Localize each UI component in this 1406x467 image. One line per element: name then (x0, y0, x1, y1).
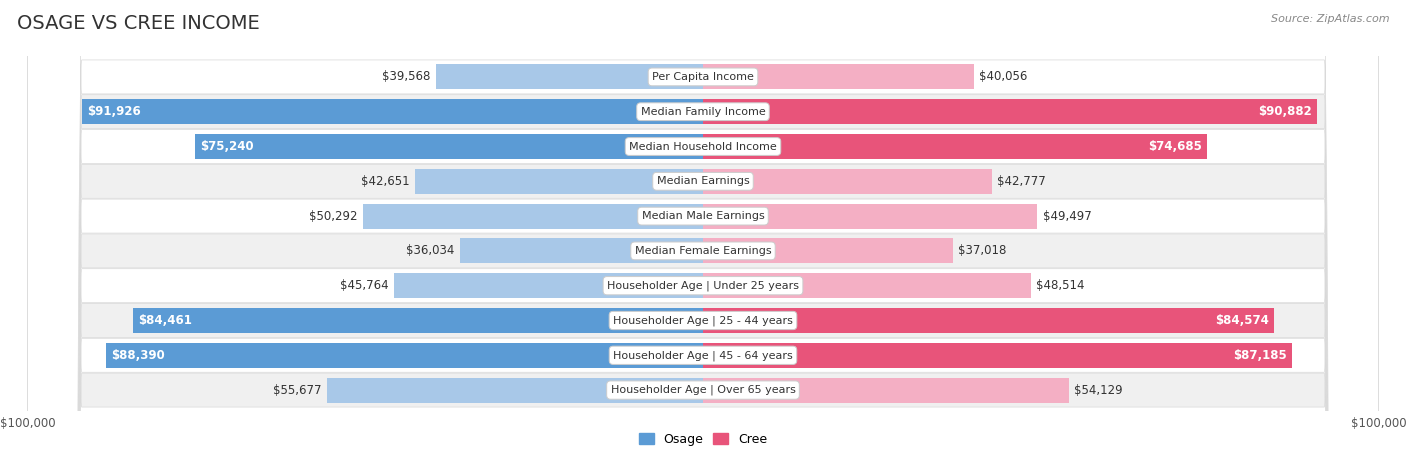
Bar (328, 377, 703, 403)
Text: $50,292: $50,292 (309, 210, 359, 223)
Text: Median Household Income: Median Household Income (628, 142, 778, 151)
Text: $54,129: $54,129 (1074, 383, 1122, 396)
Text: $84,461: $84,461 (138, 314, 191, 327)
Bar (363, 204, 703, 229)
Bar (703, 308, 1274, 333)
Text: Median Male Earnings: Median Male Earnings (641, 211, 765, 221)
FancyBboxPatch shape (28, 0, 1378, 467)
FancyBboxPatch shape (28, 0, 1378, 467)
Bar (703, 238, 953, 263)
FancyBboxPatch shape (28, 0, 1378, 467)
FancyBboxPatch shape (28, 0, 1378, 467)
FancyBboxPatch shape (28, 0, 1378, 467)
Text: $42,651: $42,651 (361, 175, 409, 188)
Bar (703, 204, 1038, 229)
Bar (105, 343, 703, 368)
Bar (82, 99, 703, 124)
Bar (132, 308, 703, 333)
Bar (703, 169, 991, 194)
Text: Householder Age | 25 - 44 years: Householder Age | 25 - 44 years (613, 315, 793, 326)
FancyBboxPatch shape (28, 0, 1378, 467)
Text: Median Earnings: Median Earnings (657, 177, 749, 186)
Text: $45,764: $45,764 (340, 279, 388, 292)
Bar (703, 64, 973, 90)
Text: OSAGE VS CREE INCOME: OSAGE VS CREE INCOME (17, 14, 260, 33)
Text: $40,056: $40,056 (979, 71, 1028, 84)
Bar (703, 343, 1292, 368)
Bar (195, 134, 703, 159)
Text: $55,677: $55,677 (273, 383, 322, 396)
Bar (394, 273, 703, 298)
Text: $87,185: $87,185 (1233, 349, 1286, 362)
Bar (460, 238, 703, 263)
Text: $84,574: $84,574 (1215, 314, 1268, 327)
Text: Median Family Income: Median Family Income (641, 107, 765, 117)
Text: Per Capita Income: Per Capita Income (652, 72, 754, 82)
Text: $36,034: $36,034 (406, 244, 454, 257)
FancyBboxPatch shape (28, 0, 1378, 467)
Text: $90,882: $90,882 (1258, 105, 1312, 118)
Text: $49,497: $49,497 (1043, 210, 1091, 223)
FancyBboxPatch shape (28, 0, 1378, 467)
FancyBboxPatch shape (28, 0, 1378, 467)
Legend: Osage, Cree: Osage, Cree (634, 428, 772, 451)
Text: $75,240: $75,240 (200, 140, 254, 153)
Text: $42,777: $42,777 (997, 175, 1046, 188)
Bar (703, 134, 1208, 159)
Text: $74,685: $74,685 (1149, 140, 1202, 153)
Text: $91,926: $91,926 (87, 105, 141, 118)
Text: Source: ZipAtlas.com: Source: ZipAtlas.com (1271, 14, 1389, 24)
Bar (436, 64, 703, 90)
FancyBboxPatch shape (28, 0, 1378, 467)
Text: Householder Age | Over 65 years: Householder Age | Over 65 years (610, 385, 796, 396)
Text: $88,390: $88,390 (111, 349, 165, 362)
Text: Median Female Earnings: Median Female Earnings (634, 246, 772, 256)
Text: Householder Age | Under 25 years: Householder Age | Under 25 years (607, 281, 799, 291)
Bar (415, 169, 703, 194)
Bar (703, 273, 1031, 298)
Text: $48,514: $48,514 (1036, 279, 1084, 292)
Text: $39,568: $39,568 (382, 71, 430, 84)
Bar (703, 99, 1317, 124)
Text: Householder Age | 45 - 64 years: Householder Age | 45 - 64 years (613, 350, 793, 361)
Text: $37,018: $37,018 (959, 244, 1007, 257)
Bar (703, 377, 1069, 403)
